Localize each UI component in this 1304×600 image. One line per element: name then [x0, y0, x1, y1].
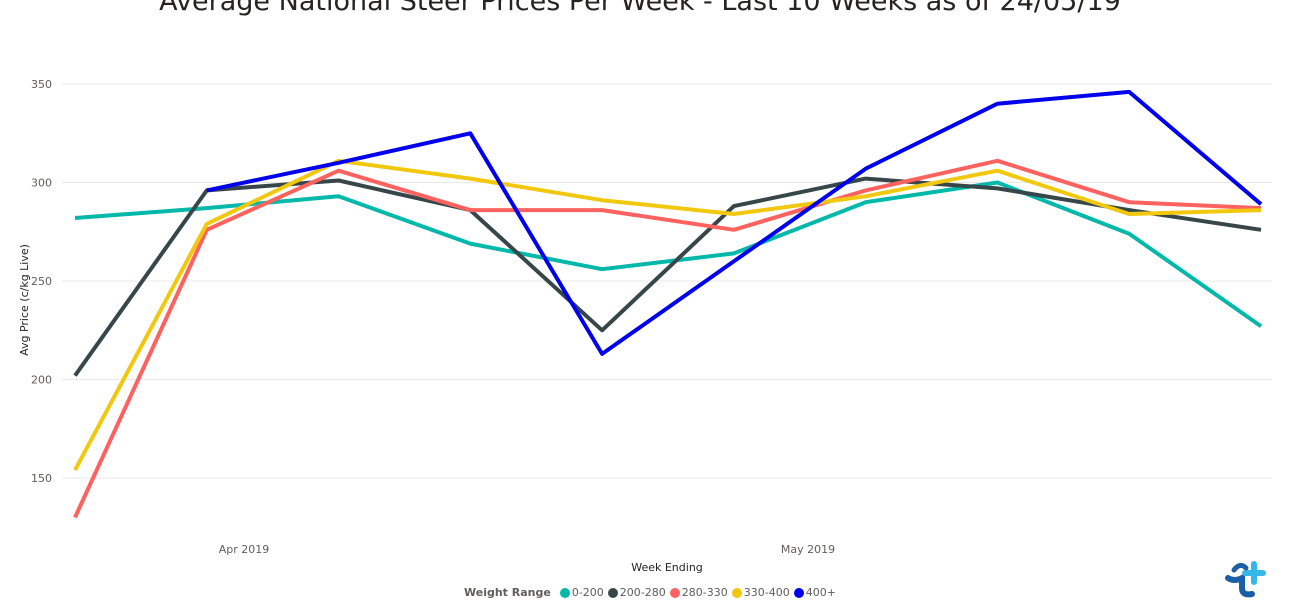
- legend-swatch: [607, 587, 618, 598]
- x-tick-label: May 2019: [781, 543, 835, 556]
- legend-swatch: [793, 587, 804, 598]
- y-axis-ticks: 150 200 250 300 350: [31, 78, 52, 485]
- x-axis-title: Week Ending: [631, 561, 703, 574]
- legend-item-330-400[interactable]: 330-400: [731, 586, 790, 599]
- series-line-400+[interactable]: [206, 89, 1263, 356]
- legend-label: 0-200: [571, 586, 604, 599]
- legend-items: 0-200 200-280 280-330 330-400 400+: [559, 586, 840, 599]
- logo-hook-shape: [1225, 573, 1255, 598]
- legend-label: 280-330: [681, 586, 728, 599]
- legend: Weight Range 0-200 200-280 280-330 330-400 4…: [464, 586, 840, 599]
- legend-item-0-200[interactable]: 0-200: [559, 586, 604, 599]
- legend-item-280-330[interactable]: 280-330: [669, 586, 728, 599]
- y-tick-label: 300: [31, 177, 52, 190]
- legend-label: 400+: [805, 586, 836, 599]
- legend-swatch: [731, 587, 742, 598]
- logo-cross-shape: [1242, 561, 1266, 585]
- gridlines: [62, 83, 1272, 479]
- legend-label: 330-400: [743, 586, 790, 599]
- legend-swatch: [669, 587, 680, 598]
- y-tick-label: 150: [31, 472, 52, 485]
- x-axis-ticks: Apr 2019 May 2019: [219, 543, 835, 556]
- legend-swatch: [559, 587, 570, 598]
- series-line-330-400[interactable]: [73, 158, 1262, 472]
- y-axis-title: Avg Price (c/kg Live): [18, 244, 31, 356]
- legend-item-200-280[interactable]: 200-280: [607, 586, 666, 599]
- legend-title: Weight Range: [464, 586, 551, 599]
- series-line-280-330[interactable]: [73, 158, 1262, 519]
- company-logo-icon: [1225, 561, 1266, 598]
- series-lines: [73, 89, 1263, 519]
- series-line-200-280[interactable]: [73, 176, 1262, 377]
- legend-label: 200-280: [619, 586, 666, 599]
- y-tick-label: 200: [31, 374, 52, 387]
- chart-title: Average National Steer Prices Per Week -…: [159, 0, 1121, 17]
- y-tick-label: 250: [31, 275, 52, 288]
- x-tick-label: Apr 2019: [219, 543, 270, 556]
- y-tick-label: 350: [31, 78, 52, 91]
- legend-item-400+[interactable]: 400+: [793, 586, 836, 599]
- logo-arc-shape: [1231, 562, 1249, 573]
